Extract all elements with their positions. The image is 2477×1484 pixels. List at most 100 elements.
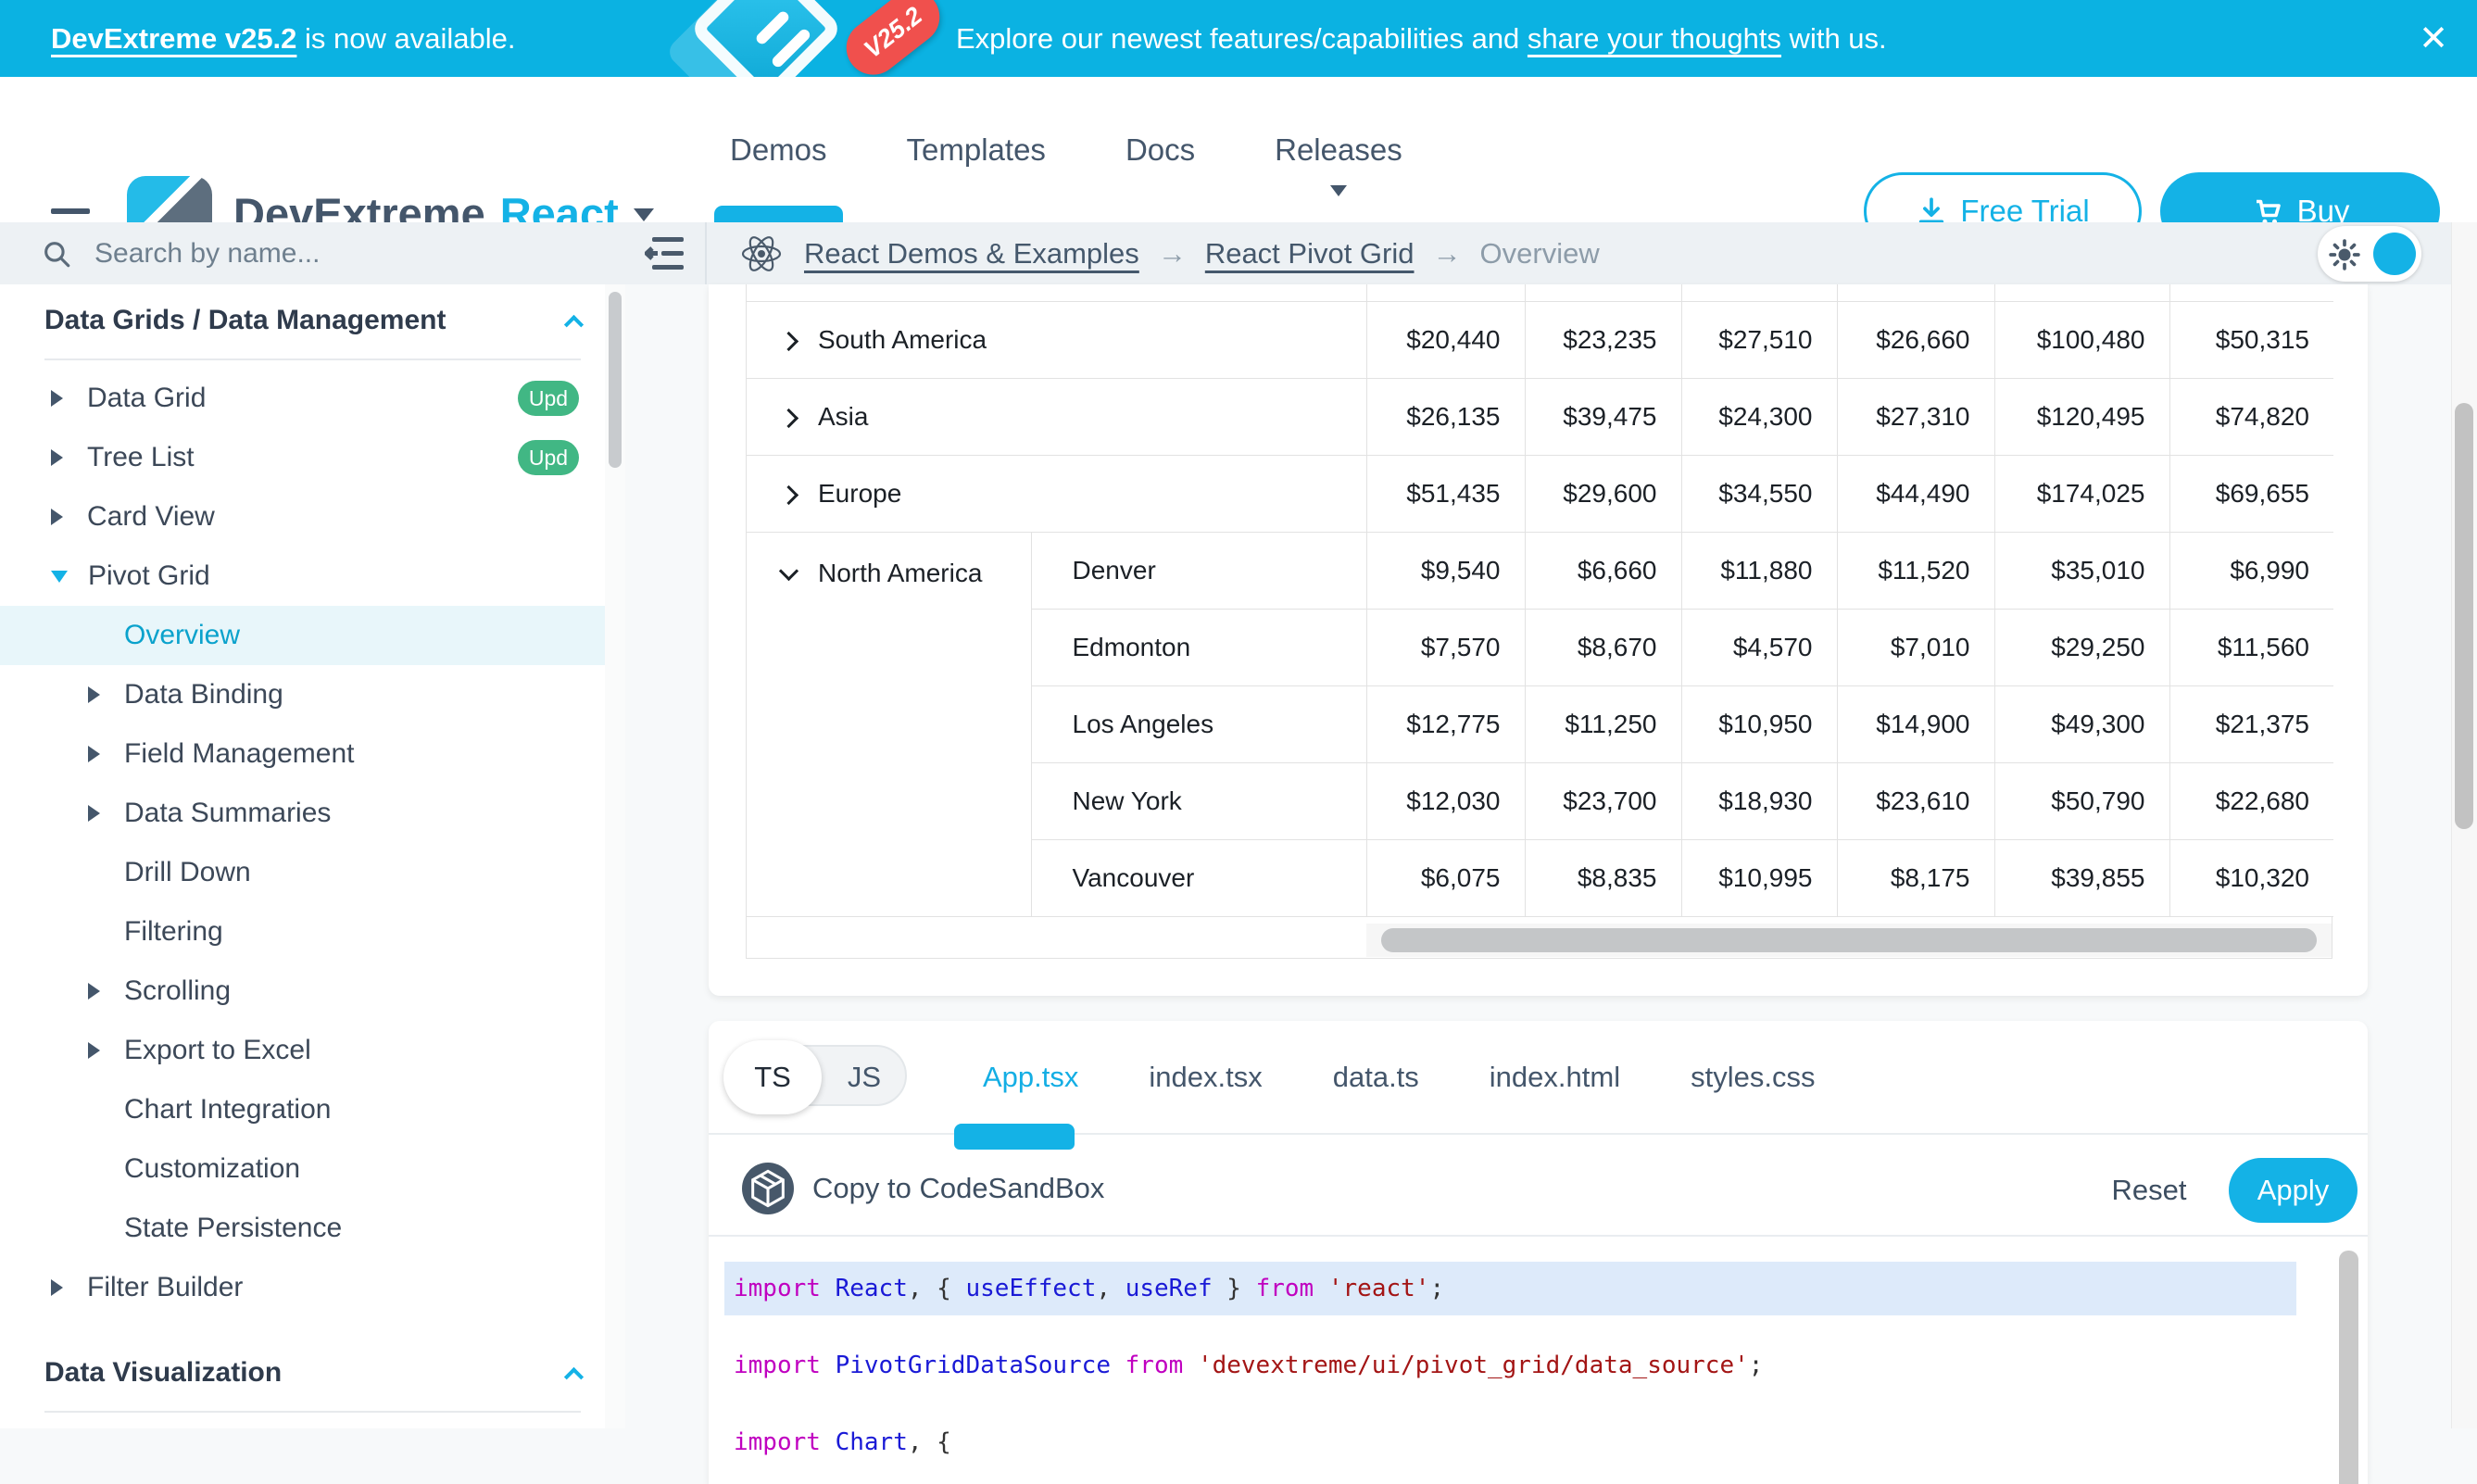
toggle-knob (2373, 233, 2416, 275)
value-cell: $50,315 (2169, 301, 2333, 379)
collapsed-icon (51, 509, 63, 525)
file-tab-index-tsx[interactable]: index.tsx (1149, 1060, 1263, 1093)
sidebar-item-overview[interactable]: Overview (0, 606, 625, 665)
language-js-label[interactable]: JS (847, 1061, 881, 1093)
divider (44, 1411, 581, 1413)
code-editor[interactable]: import React, { useEffect, useRef } from… (709, 1237, 2368, 1484)
sun-icon (2329, 239, 2360, 270)
language-toggle-knob: TS (723, 1040, 822, 1114)
value-cell: $11,880 (1680, 532, 1837, 610)
banner-message: Explore our newest features/capabilities… (956, 21, 1887, 55)
value-cell: $10,995 (1680, 839, 1837, 917)
value-cell: $18,930 (1680, 762, 1837, 840)
codesandbox-icon[interactable] (742, 1163, 794, 1214)
sidebar-item-state-persistence[interactable]: State Persistence (124, 1213, 343, 1243)
copy-to-codesandbox-button[interactable]: Copy to CodeSandBox (812, 1172, 1105, 1204)
expand-row-icon[interactable] (778, 484, 799, 505)
value-cell: $69,655 (2169, 455, 2333, 533)
breadcrumb-item[interactable]: React Pivot Grid (1204, 236, 1415, 270)
search-input[interactable]: Search by name... (41, 222, 320, 284)
value-cell: $74,820 (2169, 378, 2333, 456)
sidebar-item-scrolling[interactable]: Scrolling (0, 962, 625, 1021)
sidebar-item-pivot-grid[interactable]: Pivot Grid (0, 547, 625, 606)
sidebar-item-filter-builder[interactable]: Filter Builder (0, 1258, 625, 1317)
sidebar-nav: Data Grids / Data Management Data Grid Upd… (0, 284, 625, 1413)
value-cell: $8,175 (1836, 839, 1994, 917)
region-cell: Asia (747, 378, 1366, 456)
react-logo-icon (741, 235, 782, 271)
code-line: import Chart, { (734, 1428, 951, 1456)
reset-button[interactable]: Reset (2111, 1174, 2187, 1206)
value-cell: $44,490 (1836, 455, 1994, 533)
nav-templates[interactable]: Templates (906, 132, 1046, 167)
download-icon (1919, 197, 1944, 224)
sidebar-item-data-grid[interactable]: Data Grid Upd (0, 369, 625, 428)
sidebar-scrollbar[interactable] (605, 284, 625, 1428)
value-cell: $7,010 (1836, 609, 1994, 686)
nav-docs[interactable]: Docs (1125, 132, 1196, 167)
nav-demos[interactable]: Demos (714, 77, 843, 222)
collapsed-icon (88, 746, 100, 762)
sidebar-item-export-to-excel[interactable]: Export to Excel (0, 1021, 625, 1080)
sidebar-item-filtering[interactable]: Filtering (124, 916, 223, 947)
collapsed-icon (88, 686, 100, 703)
version-badge: V25.2 (836, 0, 950, 77)
search-icon (44, 241, 70, 267)
value-cell: $6,075 (1365, 839, 1525, 917)
value-cell: $27,310 (1836, 378, 1994, 456)
city-cell: Los Angeles (1030, 685, 1366, 763)
sidebar-item-customization[interactable]: Customization (124, 1153, 301, 1184)
nav-releases[interactable]: Releases (1275, 77, 1402, 222)
breadcrumb-item[interactable]: React Demos & Examples (804, 236, 1139, 270)
code-scrollbar[interactable] (2339, 1251, 2358, 1484)
region-cell: North America (747, 532, 1031, 917)
share-thoughts-link[interactable]: share your thoughts (1527, 21, 1781, 55)
sidebar-section-header[interactable]: Data Visualization (0, 1344, 625, 1402)
divider (709, 1235, 2368, 1237)
sidebar-item-card-view[interactable]: Card View (0, 487, 625, 547)
value-cell: $51,435 (1365, 455, 1525, 533)
apply-button[interactable]: Apply (2229, 1158, 2358, 1223)
chevron-down-icon (1329, 185, 1347, 196)
value-cell: $6,990 (2169, 532, 2333, 610)
language-toggle[interactable]: TS JS (723, 1040, 907, 1114)
close-icon[interactable]: ✕ (2419, 19, 2448, 58)
theme-toggle[interactable] (2318, 226, 2421, 282)
collapse-sidebar-icon[interactable] (643, 233, 689, 274)
sidebar-item-tree-list[interactable]: Tree List Upd (0, 428, 625, 487)
file-tab-data-ts[interactable]: data.ts (1332, 1060, 1419, 1093)
expand-row-icon[interactable] (778, 408, 799, 428)
page-scrollbar-thumb[interactable] (2455, 403, 2473, 829)
pivot-grid-hscroll-thumb[interactable] (1381, 928, 2317, 952)
value-cell: $8,835 (1524, 839, 1681, 917)
value-cell: $29,250 (1993, 609, 2169, 686)
sidebar-item-field-management[interactable]: Field Management (0, 724, 625, 784)
sidebar-item-data-binding[interactable]: Data Binding (0, 665, 625, 724)
value-cell: $20,440 (1365, 301, 1525, 379)
code-scrollbar-thumb[interactable] (2339, 1251, 2358, 1484)
chevron-down-icon (633, 208, 654, 221)
collapsed-icon (51, 390, 63, 407)
file-tab-App-tsx[interactable]: App.tsx (983, 1060, 1079, 1093)
sidebar-item-chart-integration[interactable]: Chart Integration (124, 1094, 332, 1125)
expand-row-icon[interactable] (778, 331, 799, 351)
sidebar-scrollbar-thumb[interactable] (609, 292, 622, 468)
pivot-grid-hscrollbar[interactable] (1366, 924, 2332, 957)
value-cell: $6,660 (1524, 532, 1681, 610)
sidebar-section-header[interactable]: Data Grids / Data Management (0, 292, 625, 349)
file-tab-styles-css[interactable]: styles.css (1691, 1060, 1816, 1093)
file-tab-index-html[interactable]: index.html (1489, 1060, 1621, 1093)
banner-version-link[interactable]: DevExtreme v25.2 (51, 21, 297, 55)
value-cell: $23,700 (1524, 762, 1681, 840)
value-cell: $49,300 (1993, 685, 2169, 763)
value-cell: $26,660 (1836, 301, 1994, 379)
table-row: South America $20,440 $23,235 $27,510 $26,66… (747, 301, 2333, 379)
city-cell: New York (1030, 762, 1366, 840)
demo-card: South America $20,440 $23,235 $27,510 $26,66… (709, 284, 2368, 996)
active-nav-underline (714, 206, 843, 222)
sidebar-item-drill-down[interactable]: Drill Down (124, 857, 251, 887)
sidebar-item-data-summaries[interactable]: Data Summaries (0, 784, 625, 843)
collapse-row-icon[interactable] (778, 560, 799, 581)
value-cell: $11,520 (1836, 532, 1994, 610)
value-cell: $12,775 (1365, 685, 1525, 763)
